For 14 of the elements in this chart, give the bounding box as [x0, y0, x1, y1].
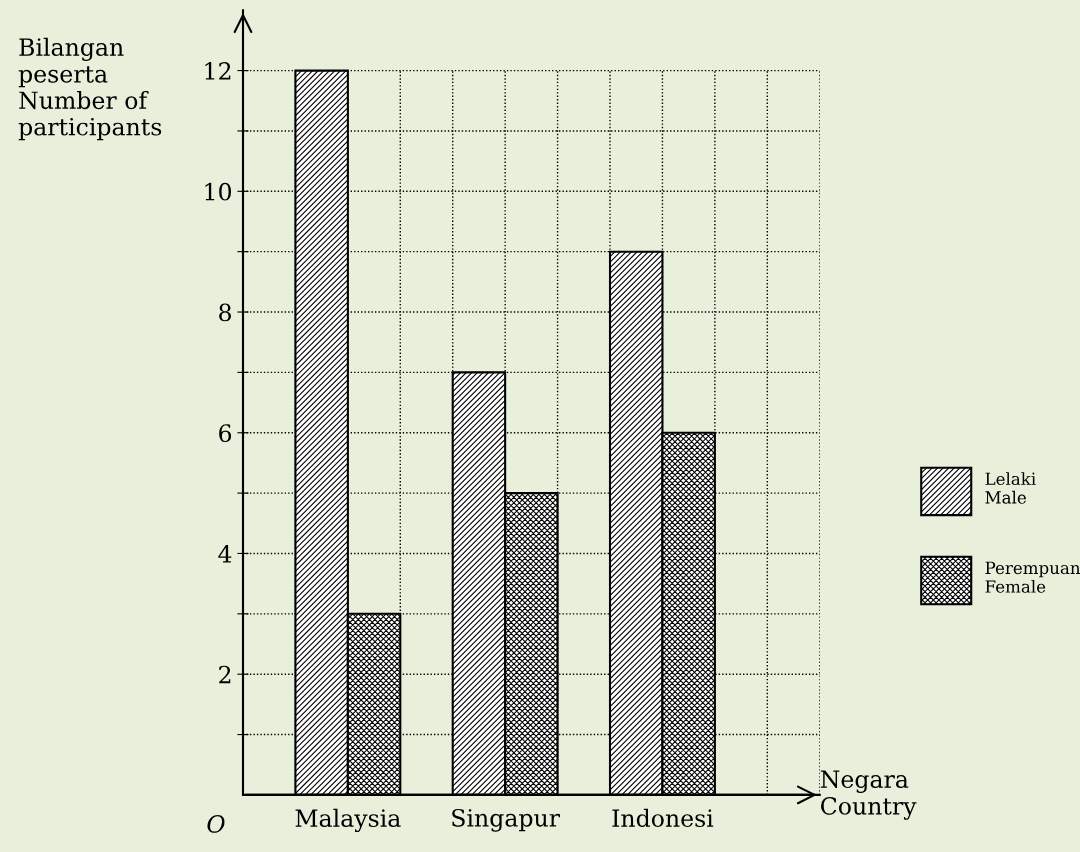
y-tick-label: 12 [205, 62, 231, 80]
y-tick-label: 10 [205, 182, 232, 201]
text: Perempuan Female [985, 561, 1080, 593]
y-axis-title: Bilangan peserta Number of participants [18, 37, 162, 141]
x-tick-label: Indonesi [612, 808, 714, 828]
y-tick-label: 8 [219, 303, 231, 322]
y-tick-label: 4 [218, 544, 232, 563]
text: Lelaki Male [985, 472, 1036, 504]
x-tick-label: Malaysia [295, 808, 401, 832]
x-tick-label: Singapur [452, 808, 561, 832]
text: O [207, 814, 225, 833]
x-axis-title: Negara Country [820, 770, 917, 820]
y-tick-label: 2 [219, 665, 231, 684]
y-tick-label: 6 [219, 424, 232, 443]
